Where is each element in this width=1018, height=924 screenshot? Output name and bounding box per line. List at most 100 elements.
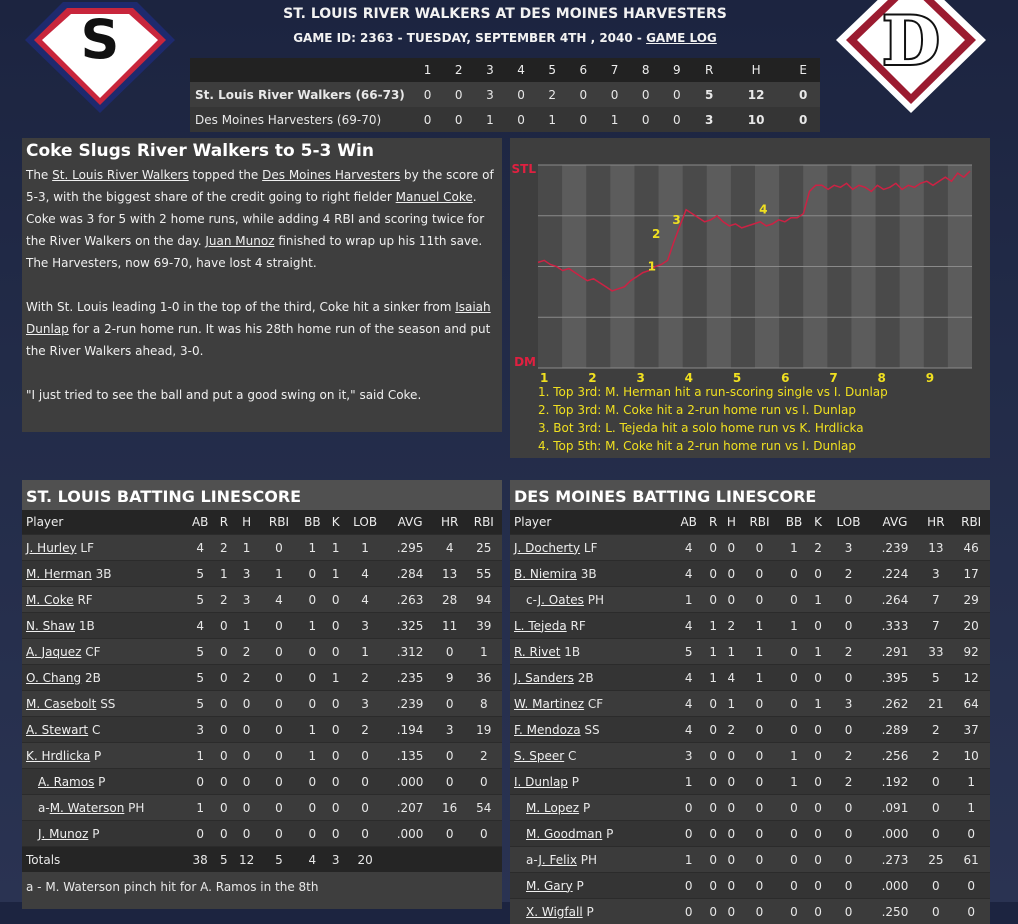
stat-cell: 21	[919, 691, 952, 717]
player-link[interactable]: M. Casebolt	[26, 697, 96, 711]
stat-cell: 0	[297, 821, 327, 847]
player-link[interactable]: J. Oates	[538, 593, 584, 607]
player-link-coke[interactable]: Manuel Coke	[396, 190, 473, 204]
stat-cell: .239	[386, 691, 433, 717]
linescore-col-header: 3	[474, 58, 505, 82]
linescore-inning-runs: 0	[505, 82, 536, 107]
stat-cell: 0	[261, 639, 297, 665]
stat-cell: 0	[261, 535, 297, 561]
player-link[interactable]: M. Herman	[26, 567, 92, 581]
stat-cell: 0	[778, 873, 809, 899]
win-probability-event: 3. Bot 3rd: L. Tejeda hit a solo home ru…	[538, 419, 888, 437]
stat-cell: 4	[673, 561, 704, 587]
player-link[interactable]: M. Lopez	[526, 801, 579, 815]
stat-cell: 20	[952, 613, 990, 639]
player-link[interactable]: W. Martinez	[514, 697, 584, 711]
player-link-munoz[interactable]: Juan Munoz	[205, 234, 274, 248]
stat-cell: 0	[722, 821, 741, 847]
stat-cell: 5	[185, 561, 215, 587]
player-link[interactable]: A. Stewart	[26, 723, 88, 737]
stat-cell: 0	[722, 899, 741, 924]
stat-cell: 1	[673, 847, 704, 873]
linescore-col-header: 7	[599, 58, 630, 82]
totals-cell: 5	[261, 847, 297, 873]
stat-cell: 1	[778, 743, 809, 769]
stat-cell: 0	[741, 899, 779, 924]
player-link[interactable]: I. Dunlap	[514, 775, 568, 789]
player-position: SS	[100, 697, 115, 711]
stat-cell: 0	[810, 821, 827, 847]
stat-cell: 1	[328, 561, 344, 587]
player-position: P	[606, 827, 613, 841]
away-team-logo: S	[25, 0, 175, 116]
player-link[interactable]: O. Chang	[26, 671, 81, 685]
player-link[interactable]: L. Tejeda	[514, 619, 567, 633]
stat-cell: 3	[344, 613, 387, 639]
player-link[interactable]: F. Mendoza	[514, 723, 581, 737]
game-log-link[interactable]: GAME LOG	[646, 31, 717, 45]
player-link[interactable]: R. Rivet	[514, 645, 560, 659]
stat-cell: 0	[778, 821, 809, 847]
team-link-stl[interactable]: St. Louis River Walkers	[52, 168, 189, 182]
player-link[interactable]: N. Shaw	[26, 619, 75, 633]
story-headline: Coke Slugs River Walkers to 5-3 Win	[26, 141, 496, 161]
player-link[interactable]: S. Speer	[514, 749, 564, 763]
stat-cell: 0	[919, 769, 952, 795]
stat-cell: 0	[261, 717, 297, 743]
linescore-team: Des Moines Harvesters (69-70)	[190, 107, 412, 132]
player-link[interactable]: A. Ramos	[38, 775, 94, 789]
player-position: P	[94, 749, 101, 763]
player-link[interactable]: X. Wigfall	[526, 905, 583, 919]
game-subtitle: GAME ID: 2363 - TUESDAY, SEPTEMBER 4TH ,…	[190, 31, 820, 45]
stat-cell: 0	[741, 691, 779, 717]
player-link[interactable]: J. Hurley	[26, 541, 77, 555]
stat-cell: 25	[919, 847, 952, 873]
stat-cell: 0	[297, 587, 327, 613]
stat-cell: .000	[386, 769, 433, 795]
player-link[interactable]: A. Jaquez	[26, 645, 81, 659]
player-link[interactable]: M. Waterson	[50, 801, 125, 815]
linescore-team: St. Louis River Walkers (66-73)	[190, 82, 412, 107]
inning-label: 8	[878, 371, 886, 383]
linescore-total-e: 0	[786, 107, 820, 132]
stat-cell: 4	[673, 665, 704, 691]
stat-cell: 0	[215, 769, 232, 795]
stat-cell: 0	[261, 795, 297, 821]
player-link[interactable]: K. Hrdlicka	[26, 749, 90, 763]
linescore-col-header: 5	[537, 58, 568, 82]
player-link[interactable]: M. Goodman	[526, 827, 602, 841]
stat-cell: .250	[871, 899, 920, 924]
stat-cell: 5	[185, 587, 215, 613]
stat-cell: 0	[952, 821, 990, 847]
player-link[interactable]: M. Coke	[26, 593, 74, 607]
stat-cell: 1	[741, 665, 779, 691]
player-link[interactable]: J. Sanders	[514, 671, 574, 685]
linescore-inning-runs: 0	[630, 82, 661, 107]
stat-cell: 0	[826, 847, 870, 873]
stat-cell: 0	[741, 847, 779, 873]
player-link[interactable]: M. Gary	[526, 879, 573, 893]
stat-cell: 12	[952, 665, 990, 691]
player-cell: S. Speer C	[510, 743, 673, 769]
player-link[interactable]: J. Munoz	[38, 827, 88, 841]
player-position: P	[586, 905, 593, 919]
player-link[interactable]: J. Docherty	[514, 541, 580, 555]
player-position: P	[572, 775, 579, 789]
team-link-dm[interactable]: Des Moines Harvesters	[262, 168, 400, 182]
stat-cell: 0	[297, 665, 327, 691]
stat-cell: 0	[466, 769, 502, 795]
stl-col-header: R	[215, 510, 232, 535]
dm-col-header: R	[704, 510, 722, 535]
player-link[interactable]: B. Niemira	[514, 567, 577, 581]
stat-cell: 0	[185, 769, 215, 795]
stat-cell: 0	[328, 769, 344, 795]
stat-cell: 46	[952, 535, 990, 561]
player-link[interactable]: J. Felix	[538, 853, 577, 867]
